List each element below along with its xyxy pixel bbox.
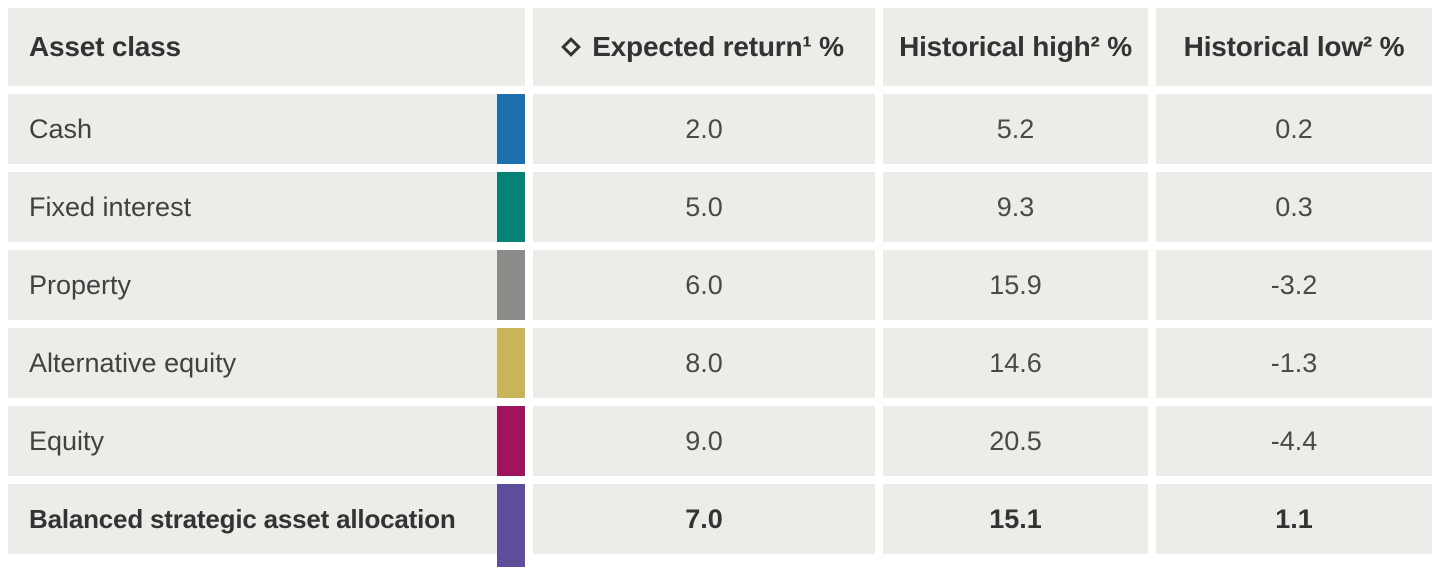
historical-low-value: -4.4 — [1270, 425, 1318, 456]
asset-color-bar — [497, 94, 525, 164]
diamond-icon — [561, 37, 582, 57]
historical-low-cell: -3.2 — [1156, 250, 1432, 320]
asset-color-bar — [497, 172, 525, 242]
asset-return-table: Asset class Expected return¹ % Historica… — [8, 8, 1432, 567]
table-row-fixed-interest: Fixed interest 5.0 9.3 0.3 — [8, 172, 1432, 242]
asset-class-label: Alternative equity — [29, 347, 237, 378]
historical-high-cell: 5.2 — [883, 94, 1148, 164]
asset-color-bar — [497, 406, 525, 476]
expected-return-value: 9.0 — [685, 425, 723, 456]
historical-high-cell: 15.9 — [883, 250, 1148, 320]
expected-return-value: 7.0 — [685, 503, 723, 534]
historical-low-cell: -1.3 — [1156, 328, 1432, 398]
historical-high-value: 5.2 — [996, 113, 1035, 144]
expected-return-value: 5.0 — [685, 191, 723, 222]
historical-high-cell: 15.1 — [883, 484, 1148, 554]
historical-low-value: 1.1 — [1275, 503, 1313, 534]
asset-color-bar — [497, 250, 525, 320]
historical-low-value: 0.3 — [1275, 191, 1313, 222]
table-row-property: Property 6.0 15.9 -3.2 — [8, 250, 1432, 320]
historical-high-value: 14.6 — [989, 347, 1042, 378]
expected-return-cell: 6.0 — [533, 250, 875, 320]
historical-high-value: 20.5 — [989, 425, 1042, 456]
historical-low-cell: -4.4 — [1156, 406, 1432, 476]
expected-return-value: 8.0 — [685, 347, 723, 378]
header-historical-high-cell: Historical high² % — [883, 8, 1148, 86]
historical-low-cell: 0.3 — [1156, 172, 1432, 242]
expected-return-value: 6.0 — [685, 269, 723, 300]
asset-class-label: Property — [29, 269, 132, 300]
asset-class-cell: Fixed interest — [8, 172, 497, 242]
historical-high-value: 9.3 — [996, 191, 1035, 222]
expected-return-cell: 9.0 — [533, 406, 875, 476]
asset-class-cell: Alternative equity — [8, 328, 497, 398]
asset-color-bar — [497, 484, 525, 567]
table-row-cash: Cash 2.0 5.2 0.2 — [8, 94, 1432, 164]
header-historical-low-cell: Historical low² % — [1156, 8, 1432, 86]
asset-class-cell: Property — [8, 250, 497, 320]
header-asset-class-cell: Asset class — [8, 8, 525, 86]
asset-class-label: Equity — [29, 425, 105, 456]
historical-high-cell: 20.5 — [883, 406, 1148, 476]
header-asset-class-label: Asset class — [29, 31, 181, 62]
asset-class-label: Cash — [29, 113, 93, 144]
table-header-row: Asset class Expected return¹ % Historica… — [8, 8, 1432, 86]
asset-color-bar — [497, 328, 525, 398]
expected-return-cell: 8.0 — [533, 328, 875, 398]
table-row-equity: Equity 9.0 20.5 -4.4 — [8, 406, 1432, 476]
historical-high-value: 15.1 — [989, 503, 1042, 534]
expected-return-cell: 2.0 — [533, 94, 875, 164]
header-historical-low-label: Historical low² % — [1183, 31, 1405, 62]
asset-class-cell: Balanced strategic asset allocation — [8, 484, 497, 554]
header-expected-return-label: Expected return¹ % — [592, 31, 844, 62]
historical-low-value: -1.3 — [1270, 347, 1318, 378]
header-expected-return-cell: Expected return¹ % — [533, 8, 875, 86]
asset-class-label: Balanced strategic asset allocation — [29, 503, 456, 534]
asset-class-cell: Equity — [8, 406, 497, 476]
historical-low-cell: 1.1 — [1156, 484, 1432, 554]
historical-low-value: 0.2 — [1275, 113, 1313, 144]
header-historical-high-label: Historical high² % — [899, 31, 1132, 62]
historical-high-cell: 14.6 — [883, 328, 1148, 398]
historical-high-cell: 9.3 — [883, 172, 1148, 242]
expected-return-cell: 7.0 — [533, 484, 875, 554]
expected-return-cell: 5.0 — [533, 172, 875, 242]
historical-high-value: 15.9 — [989, 269, 1042, 300]
table-row-balanced-allocation: Balanced strategic asset allocation 7.0 … — [8, 484, 1432, 567]
expected-return-value: 2.0 — [685, 113, 723, 144]
table-row-alternative-equity: Alternative equity 8.0 14.6 -1.3 — [8, 328, 1432, 398]
historical-low-value: -3.2 — [1270, 269, 1318, 300]
asset-class-label: Fixed interest — [29, 191, 192, 222]
historical-low-cell: 0.2 — [1156, 94, 1432, 164]
asset-class-cell: Cash — [8, 94, 497, 164]
